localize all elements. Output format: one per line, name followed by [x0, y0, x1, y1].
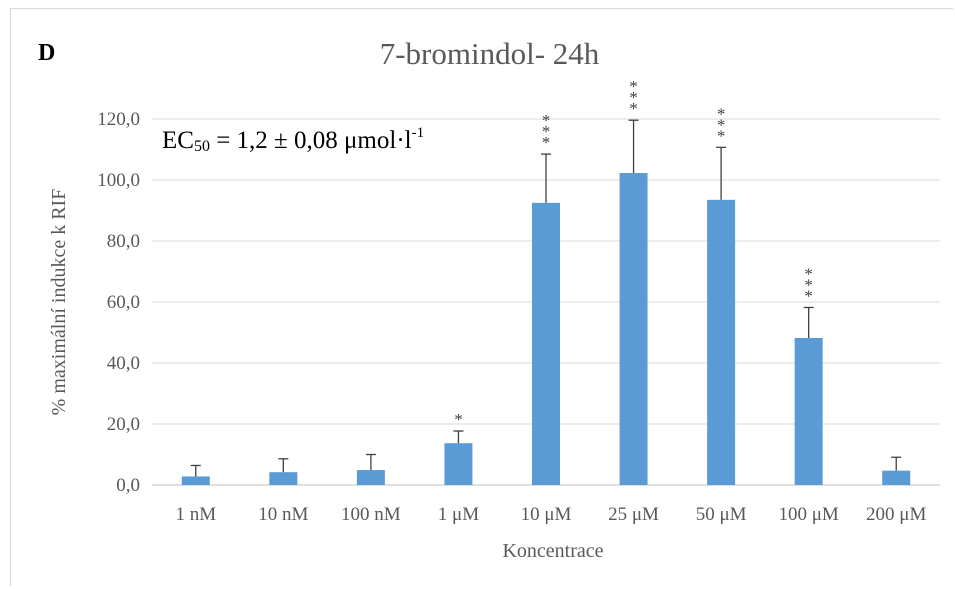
x-tick-label: 10 nM — [258, 504, 308, 525]
ec50-annotation: EC50 = 1,2 ± 0,08 μmol·l-1 — [162, 125, 424, 156]
significance-markers: ** * ** * * * * ** * * — [454, 77, 813, 429]
bar — [619, 172, 648, 486]
y-tick-label: 120,0 — [97, 109, 140, 130]
x-tick-label: 100 μM — [778, 504, 838, 525]
bar — [882, 470, 911, 485]
x-tick-label: 50 μM — [696, 504, 747, 525]
error-bars — [190, 119, 902, 477]
ec50-value: = 1,2 ± 0,08 μmol·l — [209, 127, 412, 154]
x-tick-label: 25 μM — [608, 504, 659, 525]
ec50-prefix: EC — [162, 127, 194, 154]
significance-marker: * * * — [717, 104, 726, 145]
y-tick-label: 40,0 — [107, 353, 140, 374]
x-tick-label: 100 nM — [341, 504, 401, 525]
y-tick-label: 0,0 — [116, 475, 140, 496]
significance-marker: * * * — [804, 264, 813, 305]
bars — [181, 172, 911, 486]
x-tick-label: 200 μM — [866, 504, 926, 525]
panel-letter: D — [38, 40, 56, 66]
x-tick-label: 10 μM — [521, 504, 572, 525]
ec50-superscript: -1 — [411, 125, 425, 141]
x-tick-label: 1 μM — [438, 504, 479, 525]
y-tick-label: 80,0 — [107, 231, 140, 252]
x-tick-label: 1 nM — [175, 504, 216, 525]
x-tick-labels: 1 nM 10 nM 100 nM 1 μM 10 μM 25 μM 50 μM 100 μM… — [175, 504, 926, 525]
y-tick-label: 100,0 — [97, 170, 140, 191]
bar — [181, 476, 210, 485]
bar — [356, 470, 385, 485]
significance-marker: * * * — [629, 77, 638, 118]
y-axis-title: % maximální indukce k RIF — [48, 189, 70, 416]
significance-marker: * — [454, 410, 463, 429]
bar — [269, 472, 298, 485]
y-tick-label: 20,0 — [107, 414, 140, 435]
bar — [444, 443, 473, 485]
chart-title: 7-bromindol- 24h — [379, 36, 600, 71]
y-tick-labels: 0,0 20,0 40,0 60,0 80,0 100,0 120,0 — [97, 109, 140, 496]
x-axis-title: Koncentrace — [502, 540, 603, 562]
bar — [532, 202, 560, 485]
chart-frame — [10, 8, 953, 586]
ec50-subscript: 50 — [193, 138, 210, 155]
bar — [707, 199, 736, 485]
bar — [794, 337, 823, 485]
y-tick-label: 60,0 — [107, 292, 140, 313]
significance-marker: * * * — [542, 111, 551, 152]
